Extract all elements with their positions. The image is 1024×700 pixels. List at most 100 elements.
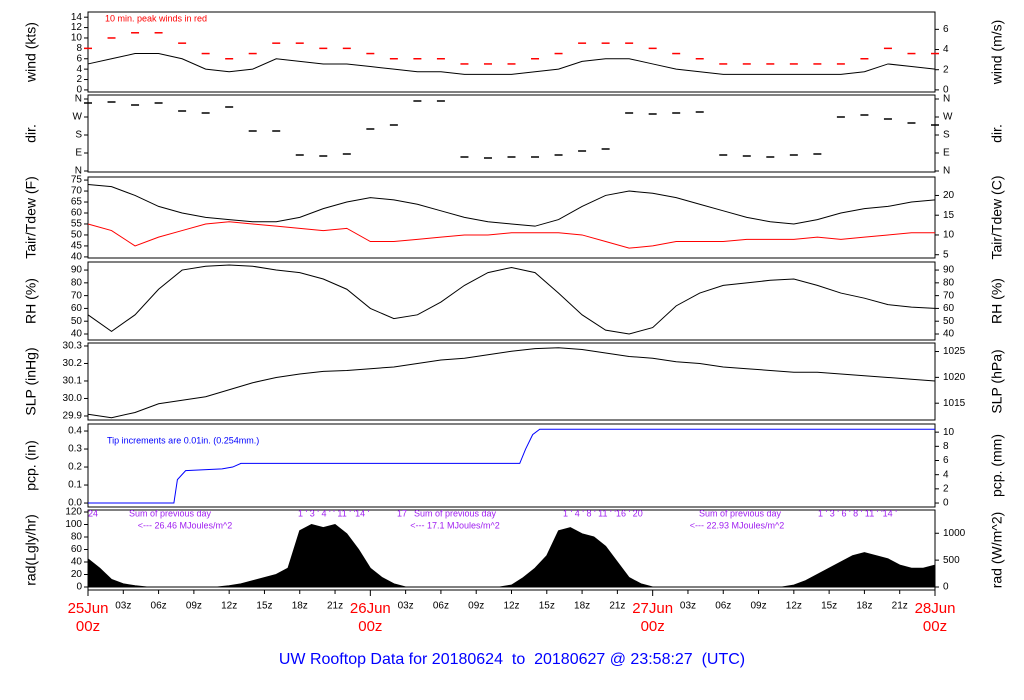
y2-axis-title: wind (m/s) — [989, 20, 1005, 86]
y2-tick-label: 6 — [943, 24, 949, 35]
y-tick-label: 70 — [71, 290, 83, 301]
y2-tick-label: 0 — [943, 498, 949, 509]
y-axis-title: SLP (inHg) — [23, 347, 39, 415]
y-tick-label: 75 — [71, 175, 83, 186]
day-tick-label: 26Jun — [350, 600, 391, 617]
y-tick-label: 60 — [71, 208, 83, 219]
y2-tick-label: 1020 — [943, 372, 966, 383]
y2-tick-label: 0 — [943, 582, 949, 593]
y-tick-label: 60 — [71, 303, 83, 314]
y-tick-label: 0 — [76, 582, 82, 593]
y-axis-title: pcp. (in) — [23, 440, 39, 491]
y-tick-label: 90 — [71, 265, 83, 276]
y2-axis-title: pcp. (mm) — [989, 434, 1005, 497]
y2-tick-label: S — [943, 130, 950, 141]
line — [87, 53, 936, 75]
y-tick-label: 70 — [71, 186, 83, 197]
y2-axis-title: SLP (hPa) — [989, 349, 1005, 413]
x-tick-label: 15z — [256, 601, 272, 612]
x-tick-label: 15z — [539, 601, 555, 612]
panel-frame — [87, 94, 936, 173]
y-tick-label: 100 — [65, 519, 82, 530]
y-tick-label: 30.0 — [63, 393, 83, 404]
y-tick-label: 8 — [76, 43, 82, 54]
area — [87, 523, 936, 588]
y-tick-label: 120 — [65, 507, 82, 518]
panel-frame — [87, 261, 936, 341]
y-tick-label: N — [75, 94, 82, 105]
day-tick-sublabel: 00z — [923, 618, 947, 635]
y-tick-label: 29.9 — [63, 411, 83, 422]
x-tick-label: 15z — [821, 601, 837, 612]
y2-tick-label: 80 — [943, 277, 955, 288]
annotation: 1 ' 3 ' 6 ' 8 ' 11 ' '14 ' — [818, 508, 897, 518]
footer-title: UW Rooftop Data for 20180624 to 20180627… — [279, 651, 745, 668]
y-tick-label: 30.1 — [63, 376, 83, 387]
y2-tick-label: 5 — [943, 249, 949, 260]
y2-tick-label: 6 — [943, 455, 949, 466]
annotation: 1 ' 3 ' 4 ' ' 11 ' '14 ' — [298, 508, 370, 518]
line — [87, 347, 936, 419]
annotation: 24 — [88, 508, 98, 518]
day-tick-sublabel: 00z — [76, 618, 100, 635]
y2-tick-label: 2 — [943, 483, 949, 494]
annotation: 10 min. peak winds in red — [105, 13, 207, 23]
panel-frame — [87, 11, 936, 93]
y-tick-label: 40 — [71, 557, 83, 568]
line — [88, 428, 935, 504]
x-tick-label: 06z — [151, 601, 167, 612]
x-tick-label: 09z — [468, 601, 484, 612]
x-tick-label: 18z — [574, 601, 590, 612]
x-tick-label: 21z — [609, 601, 625, 612]
y2-tick-label: 1025 — [943, 346, 966, 357]
y-tick-label: 0.2 — [68, 462, 82, 473]
day-tick-label: 28Jun — [915, 600, 956, 617]
x-tick-label: 03z — [680, 601, 696, 612]
y-tick-label: 0 — [76, 85, 82, 96]
y2-tick-label: 70 — [943, 290, 955, 301]
annotation: Sum of previous day — [414, 508, 497, 518]
x-tick-label: 12z — [221, 601, 237, 612]
annotation: Tip increments are 0.01in. (0.254mm.) — [107, 435, 259, 445]
y2-tick-label: 500 — [943, 555, 960, 566]
y-tick-label: 30.3 — [63, 341, 83, 352]
y-tick-label: 12 — [71, 22, 83, 33]
y-tick-label: 60 — [71, 544, 83, 555]
panel-frame — [87, 176, 936, 259]
y-axis-title: wind (kts) — [23, 22, 39, 83]
y-tick-label: 30.2 — [63, 358, 83, 369]
x-tick-label: 12z — [503, 601, 519, 612]
y2-tick-label: 1015 — [943, 398, 966, 409]
day-tick-label: 27Jun — [632, 600, 673, 617]
x-tick-label: 18z — [856, 601, 872, 612]
x-tick-label: 18z — [292, 601, 308, 612]
y2-tick-label: 8 — [943, 441, 949, 452]
y-tick-label: 6 — [76, 53, 82, 64]
x-tick-label: 06z — [433, 601, 449, 612]
y2-tick-label: 15 — [943, 210, 955, 221]
y2-tick-label: W — [943, 112, 953, 123]
y2-tick-label: 10 — [943, 230, 955, 241]
panel-frame — [87, 423, 936, 508]
x-tick-label: 21z — [892, 601, 908, 612]
y-tick-label: 80 — [71, 532, 83, 543]
y2-tick-label: 4 — [943, 469, 949, 480]
y-tick-label: 20 — [71, 569, 83, 580]
x-tick-label: 06z — [715, 601, 731, 612]
y-tick-label: E — [75, 148, 82, 159]
y2-tick-label: 2 — [943, 64, 949, 75]
y-tick-label: 50 — [71, 230, 83, 241]
y2-tick-label: N — [943, 94, 950, 105]
line — [87, 221, 935, 249]
y-tick-label: 0.4 — [68, 426, 82, 437]
y-tick-label: 14 — [71, 12, 83, 23]
y-axis-title: RH (%) — [23, 278, 39, 324]
y2-tick-label: E — [943, 148, 950, 159]
y-tick-label: 65 — [71, 197, 83, 208]
x-tick-label: 09z — [750, 601, 766, 612]
annotation: Sum of previous day — [699, 508, 782, 518]
annotation: 17 — [397, 508, 407, 518]
y2-tick-label: 20 — [943, 190, 955, 201]
annotation: <--- 22.93 MJoules/m^2 — [690, 520, 785, 530]
